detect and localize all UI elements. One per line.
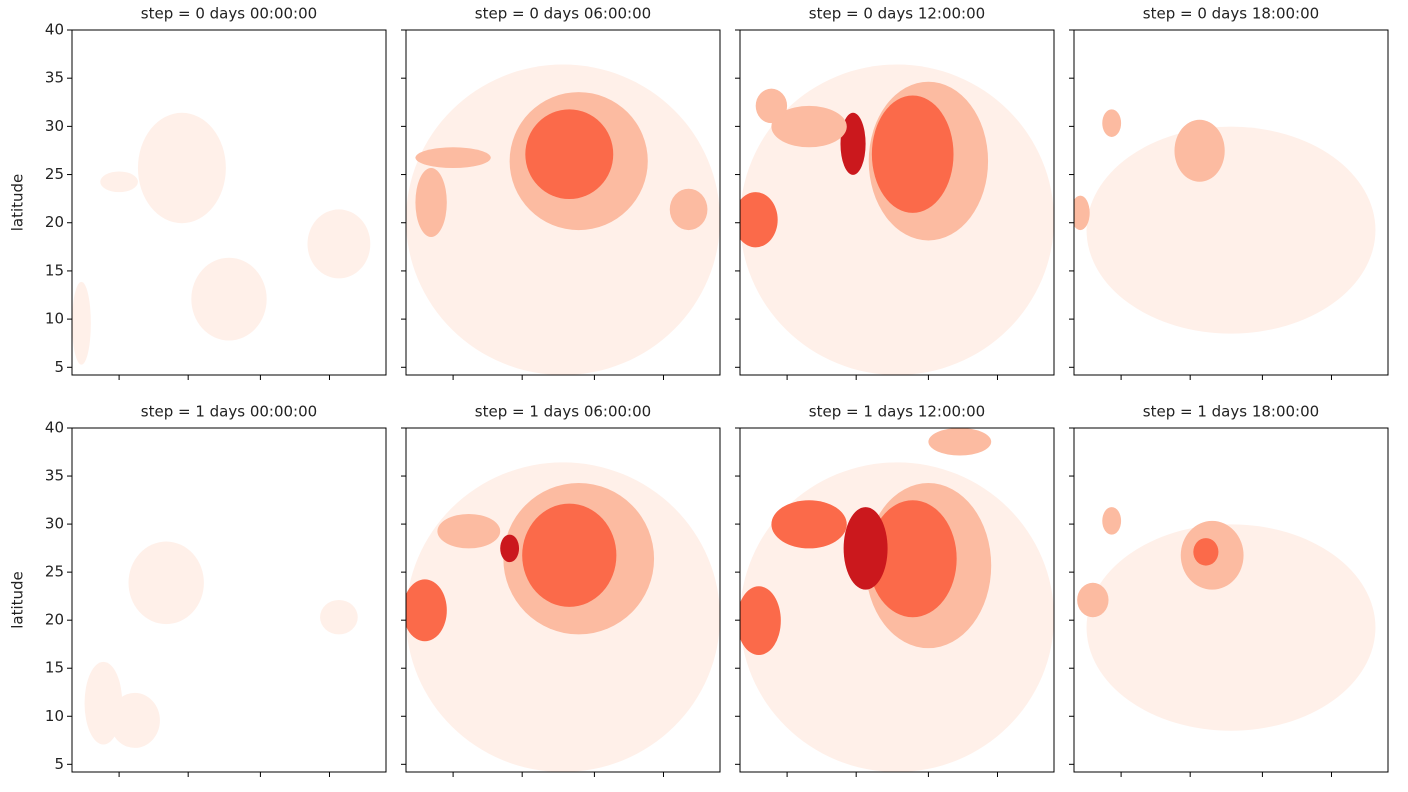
contour-region [1086,524,1376,731]
y-tick-label: 25 [45,563,64,581]
contour-region [437,514,501,549]
contour-field [72,112,371,365]
contour-region [500,534,520,563]
y-tick-label: 10 [45,310,64,328]
contour-field [406,64,720,375]
contour-field [406,462,720,772]
contour-region [771,500,847,549]
contour-field [740,428,1054,772]
contour-region [1086,126,1376,334]
y-tick-label: 10 [45,707,64,725]
contour-field [740,64,1054,375]
contour-region [771,105,847,148]
contour-region [84,661,123,745]
panel-title: step = 0 days 18:00:00 [1143,5,1319,23]
panel-title: step = 0 days 00:00:00 [141,5,317,23]
y-axis-label: latitude [9,174,27,232]
y-tick-label: 5 [54,755,64,773]
contour-region [928,428,992,456]
panel-title: step = 1 days 06:00:00 [475,403,651,421]
contour-region [840,112,866,175]
y-tick-label: 15 [45,261,64,279]
contour-region [740,586,781,656]
contour-region [415,147,491,168]
panel-title: step = 1 days 00:00:00 [141,403,317,421]
contour-region [1102,109,1122,137]
contour-region [1077,582,1109,618]
contour-region [669,188,708,231]
plot-frame [71,29,387,376]
panel-title: step = 0 days 12:00:00 [809,5,985,23]
y-tick-label: 20 [45,611,64,629]
panel-title: step = 1 days 12:00:00 [809,403,985,421]
contour-region [843,507,888,590]
contour-region [406,579,447,642]
plot-frame [405,29,721,376]
plot-frame [739,29,1055,376]
contour-field [1074,109,1376,334]
contour-field [1077,507,1376,731]
contour-region [871,95,954,213]
contour-region [740,192,778,248]
y-tick-label: 30 [45,117,64,135]
plot-frame [1073,29,1389,376]
plot-frame [1073,427,1389,773]
contour-region [307,209,371,279]
contour-region [1193,538,1219,566]
contour-region [525,109,614,200]
y-tick-label: 40 [45,419,64,437]
contour-region [868,500,957,618]
contour-region [109,692,160,748]
contour-region [1102,507,1122,535]
contour-region [137,112,226,224]
contour-field [84,541,358,748]
y-tick-label: 35 [45,467,64,485]
y-tick-label: 35 [45,69,64,87]
y-tick-label: 15 [45,659,64,677]
panel-title: step = 0 days 06:00:00 [475,5,651,23]
plot-frame [405,427,721,773]
contour-region [522,503,617,607]
plot-frame [71,427,387,773]
y-tick-label: 30 [45,515,64,533]
plot-frame [739,427,1055,773]
contour-region [128,541,204,625]
y-tick-label: 5 [54,358,64,376]
contour-region [415,168,447,237]
contour-region [1174,119,1225,182]
contour-region [320,600,358,635]
y-tick-label: 25 [45,165,64,183]
y-tick-label: 40 [45,21,64,39]
contour-region [755,88,788,124]
contour-region [1074,195,1090,231]
contour-region [72,281,91,365]
y-tick-label: 20 [45,213,64,231]
y-axis-label: latitude [9,571,27,629]
panel-title: step = 1 days 18:00:00 [1143,403,1319,421]
contour-region [191,257,267,341]
contour-region [100,171,138,193]
